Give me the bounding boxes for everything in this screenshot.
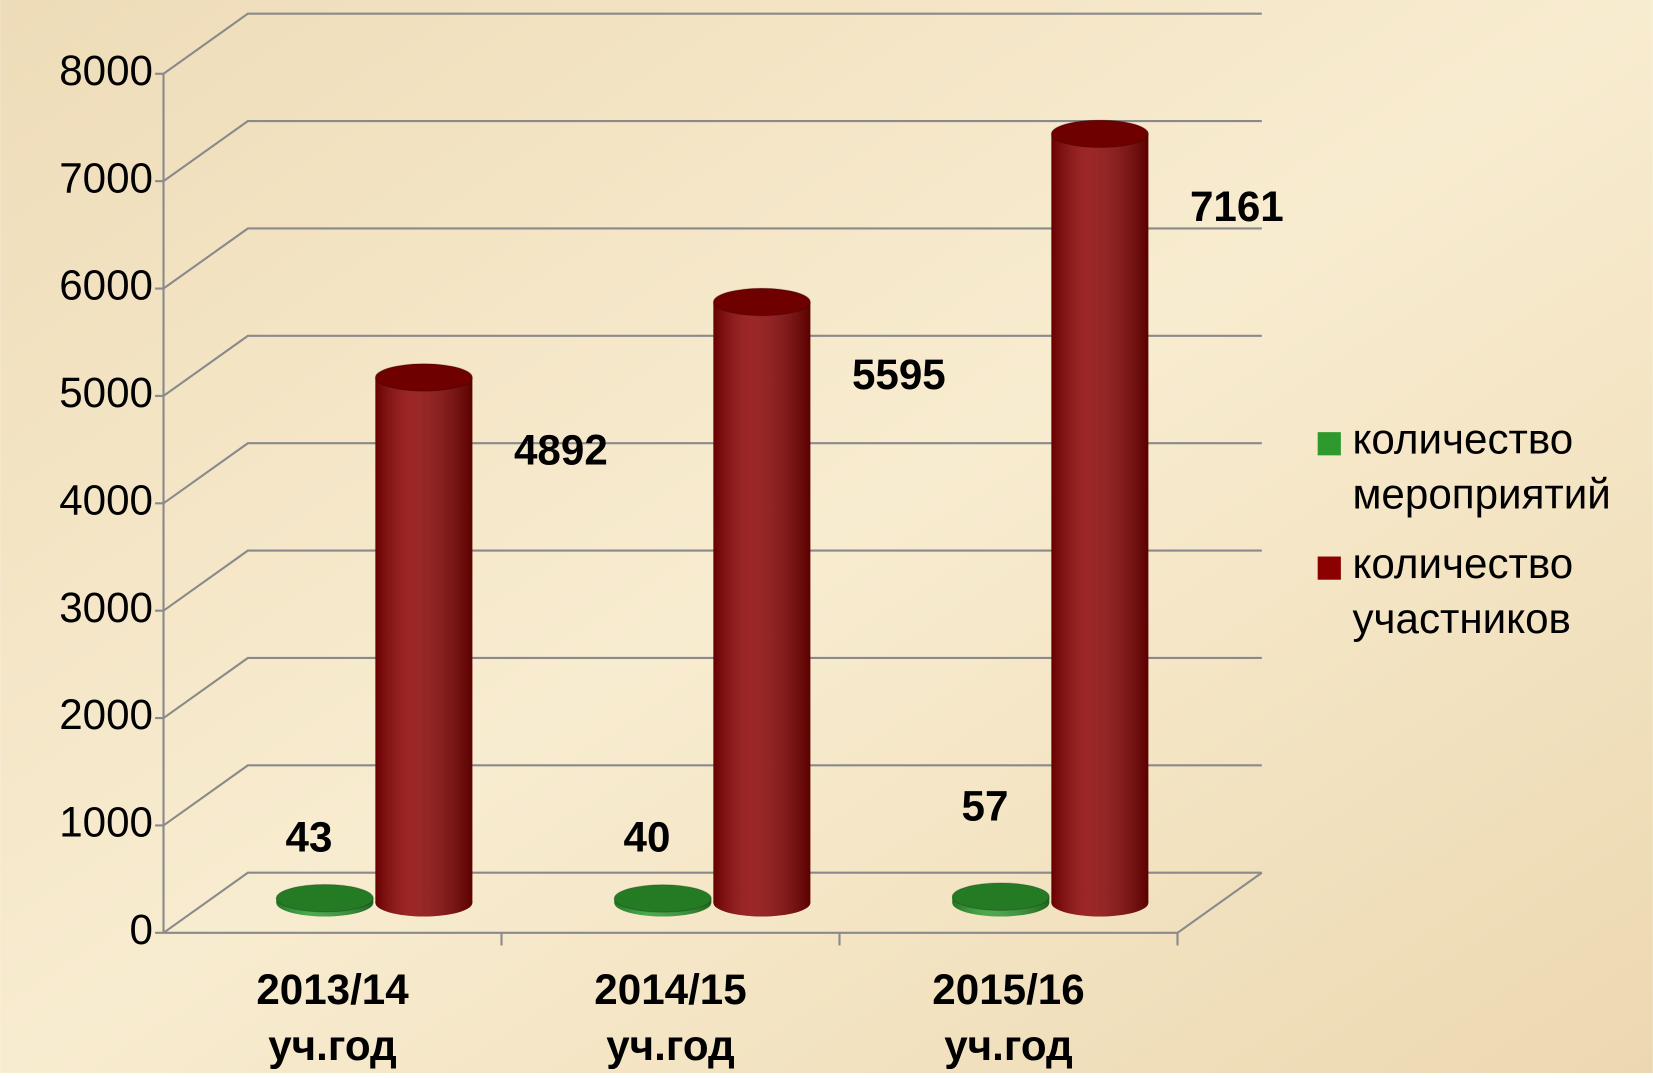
cylinder-top — [613, 884, 712, 913]
data-label: 43 — [286, 813, 333, 860]
grid-line — [162, 334, 1262, 397]
cylinder — [1050, 119, 1149, 917]
grid-line — [162, 549, 1262, 612]
cylinder — [951, 882, 1050, 917]
cylinder-top-shade — [375, 363, 473, 392]
cylinder — [374, 363, 473, 917]
x-tick-label: 2013/14 уч.год — [256, 966, 409, 1069]
cylinder-top-shade — [952, 882, 1050, 911]
data-label: 57 — [962, 782, 1009, 829]
y-tick-label: 8000 — [59, 47, 153, 94]
y-tick-label: 1000 — [59, 799, 153, 846]
cylinder — [712, 287, 811, 917]
grid-line — [162, 120, 1262, 183]
cylinder-bottom-shade — [375, 889, 473, 917]
data-label: 7161 — [1190, 183, 1284, 230]
legend-swatch — [1317, 432, 1341, 456]
cylinder-bottom-shade — [1051, 889, 1149, 917]
cylinder-top-shade — [1051, 120, 1149, 148]
y-tick-label: 3000 — [59, 584, 153, 631]
cylinder — [613, 884, 712, 917]
grid-line — [162, 12, 1262, 75]
cylinder-top-shade — [614, 884, 712, 913]
cylinder-top — [712, 287, 811, 317]
cylinder-top-shade — [713, 288, 811, 316]
y-tick-label: 7000 — [59, 154, 153, 201]
cylinder-shade — [713, 301, 811, 903]
grid-line — [162, 764, 1262, 827]
data-label: 5595 — [852, 351, 946, 398]
cylinder-top — [1050, 119, 1149, 149]
y-tick-label: 5000 — [59, 369, 153, 416]
y-tick-label: 6000 — [59, 262, 153, 309]
legend-swatch — [1317, 556, 1341, 580]
cylinder-shade — [375, 377, 473, 903]
grid-line — [162, 656, 1262, 719]
cylinder-top — [374, 363, 473, 392]
y-tick-label: 2000 — [59, 691, 153, 738]
grid-line — [162, 227, 1262, 290]
cylinder-top — [951, 882, 1050, 911]
legend-label: количество мероприятий — [1352, 416, 1610, 518]
cylinder-shade — [1051, 133, 1149, 903]
cylinder-top — [275, 883, 374, 913]
grid-line — [162, 871, 1262, 934]
x-tick-label: 2014/15 уч.год — [594, 966, 746, 1069]
grid-line — [162, 442, 1262, 505]
data-label: 40 — [624, 814, 671, 861]
cylinder — [275, 883, 374, 917]
cylinder-top-shade — [276, 884, 374, 912]
data-label: 4892 — [514, 427, 608, 474]
legend-label: количество участников — [1352, 540, 1573, 642]
y-tick-label: 4000 — [59, 476, 153, 523]
cylinder-bottom-shade — [713, 889, 811, 917]
x-tick-label: 2015/16 уч.год — [932, 966, 1084, 1069]
y-tick-label: 0 — [130, 906, 153, 953]
